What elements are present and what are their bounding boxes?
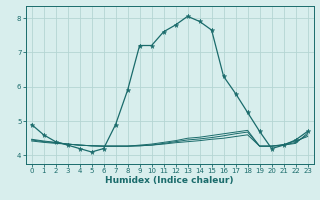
X-axis label: Humidex (Indice chaleur): Humidex (Indice chaleur) xyxy=(105,176,234,185)
